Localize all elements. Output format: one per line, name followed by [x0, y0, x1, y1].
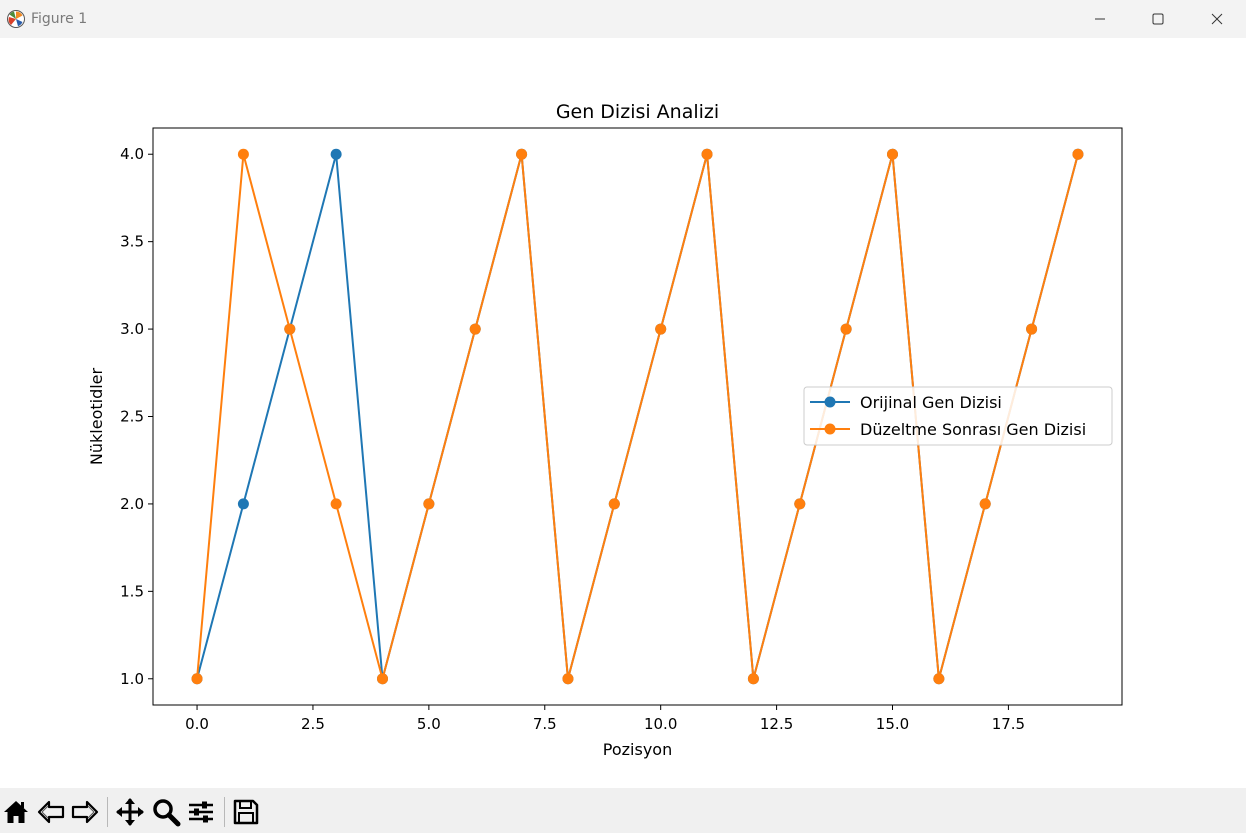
maximize-button[interactable]	[1129, 0, 1187, 38]
y-tick-label: 1.5	[120, 582, 144, 600]
series-2-point	[887, 148, 898, 160]
line-chart: 0.0 2.5 5.0 7.5 10.0 12.5 15.0 17.5 1.0 1.5 2.0 2.5…	[87, 101, 1123, 759]
y-tick-label: 3.0	[120, 320, 144, 338]
y-tick-label: 2.5	[120, 408, 144, 426]
x-tick-label: 12.5	[760, 715, 793, 733]
close-icon	[1211, 13, 1223, 25]
maximize-icon	[1152, 13, 1164, 25]
legend-label: Düzeltme Sonrası Gen Dizisi	[860, 420, 1086, 439]
x-tick-label: 10.0	[644, 715, 677, 733]
zoom-button[interactable]	[149, 794, 183, 830]
figure-canvas[interactable]: 0.0 2.5 5.0 7.5 10.0 12.5 15.0 17.5 1.0 1.5 2.0 2.5…	[0, 38, 1246, 788]
series-2-point	[747, 673, 759, 685]
series-1-point	[330, 148, 342, 160]
window-title: Figure 1	[31, 11, 88, 27]
series-2-point	[794, 498, 806, 510]
navigation-toolbar	[0, 788, 1246, 833]
series-2-point	[608, 498, 620, 510]
configure-subplots-icon	[189, 801, 213, 823]
series-2-point	[284, 323, 296, 335]
pan-button[interactable]	[113, 794, 147, 830]
save-icon	[233, 799, 259, 825]
y-tick-label: 4.0	[120, 145, 144, 163]
save-button[interactable]	[229, 794, 263, 830]
series-2-point	[979, 498, 991, 510]
back-button[interactable]	[34, 794, 68, 830]
zoom-icon	[153, 799, 181, 827]
x-tick-label: 2.5	[301, 715, 325, 733]
series-2-point	[562, 673, 574, 685]
y-tick-label: 1.0	[120, 670, 144, 688]
close-button[interactable]	[1188, 0, 1246, 38]
x-tick-label: 17.5	[992, 715, 1025, 733]
series-line-2	[196, 153, 1079, 680]
x-tick-label: 5.0	[417, 715, 441, 733]
y-axis-label: Nükleotidler	[87, 367, 106, 465]
chart-title: Gen Dizisi Analizi	[556, 101, 719, 123]
series-2-point	[423, 498, 435, 510]
forward-icon	[71, 800, 99, 824]
toolbar-separator	[107, 797, 108, 827]
minimize-icon	[1095, 18, 1105, 20]
matplotlib-icon	[7, 10, 25, 28]
series-2-point	[840, 323, 852, 335]
home-button[interactable]	[0, 794, 32, 830]
x-tick-label: 7.5	[533, 715, 557, 733]
series-2-point	[377, 673, 388, 685]
series-2-point	[933, 673, 945, 685]
series-2-point	[191, 673, 203, 685]
minimize-button[interactable]	[1071, 0, 1129, 38]
y-tick-label: 2.0	[120, 495, 144, 513]
x-axis-label: Pozisyon	[603, 740, 672, 759]
x-tick-label: 0.0	[185, 715, 209, 733]
series-2-point	[701, 148, 713, 160]
legend-marker	[824, 423, 836, 435]
series-2-point	[655, 323, 667, 335]
toolbar-separator	[224, 797, 225, 827]
series-2-point	[330, 498, 342, 510]
window-titlebar: Figure 1	[0, 0, 1246, 38]
series-2-point	[516, 148, 528, 160]
series-2-point	[1072, 148, 1084, 160]
legend-marker	[824, 396, 836, 408]
legend-box	[803, 386, 1113, 446]
y-tick-label: 3.5	[120, 233, 144, 251]
x-tick-label: 15.0	[876, 715, 909, 733]
configure-subplots-button[interactable]	[184, 794, 218, 830]
series-1-point	[237, 498, 249, 510]
back-icon	[37, 800, 65, 824]
pan-icon	[116, 798, 144, 826]
series-2-point	[237, 148, 249, 160]
home-icon	[4, 801, 28, 823]
forward-button[interactable]	[68, 794, 102, 830]
legend-label: Orijinal Gen Dizisi	[860, 393, 1002, 412]
series-2-point	[469, 323, 481, 335]
series-2-point	[1026, 323, 1038, 335]
